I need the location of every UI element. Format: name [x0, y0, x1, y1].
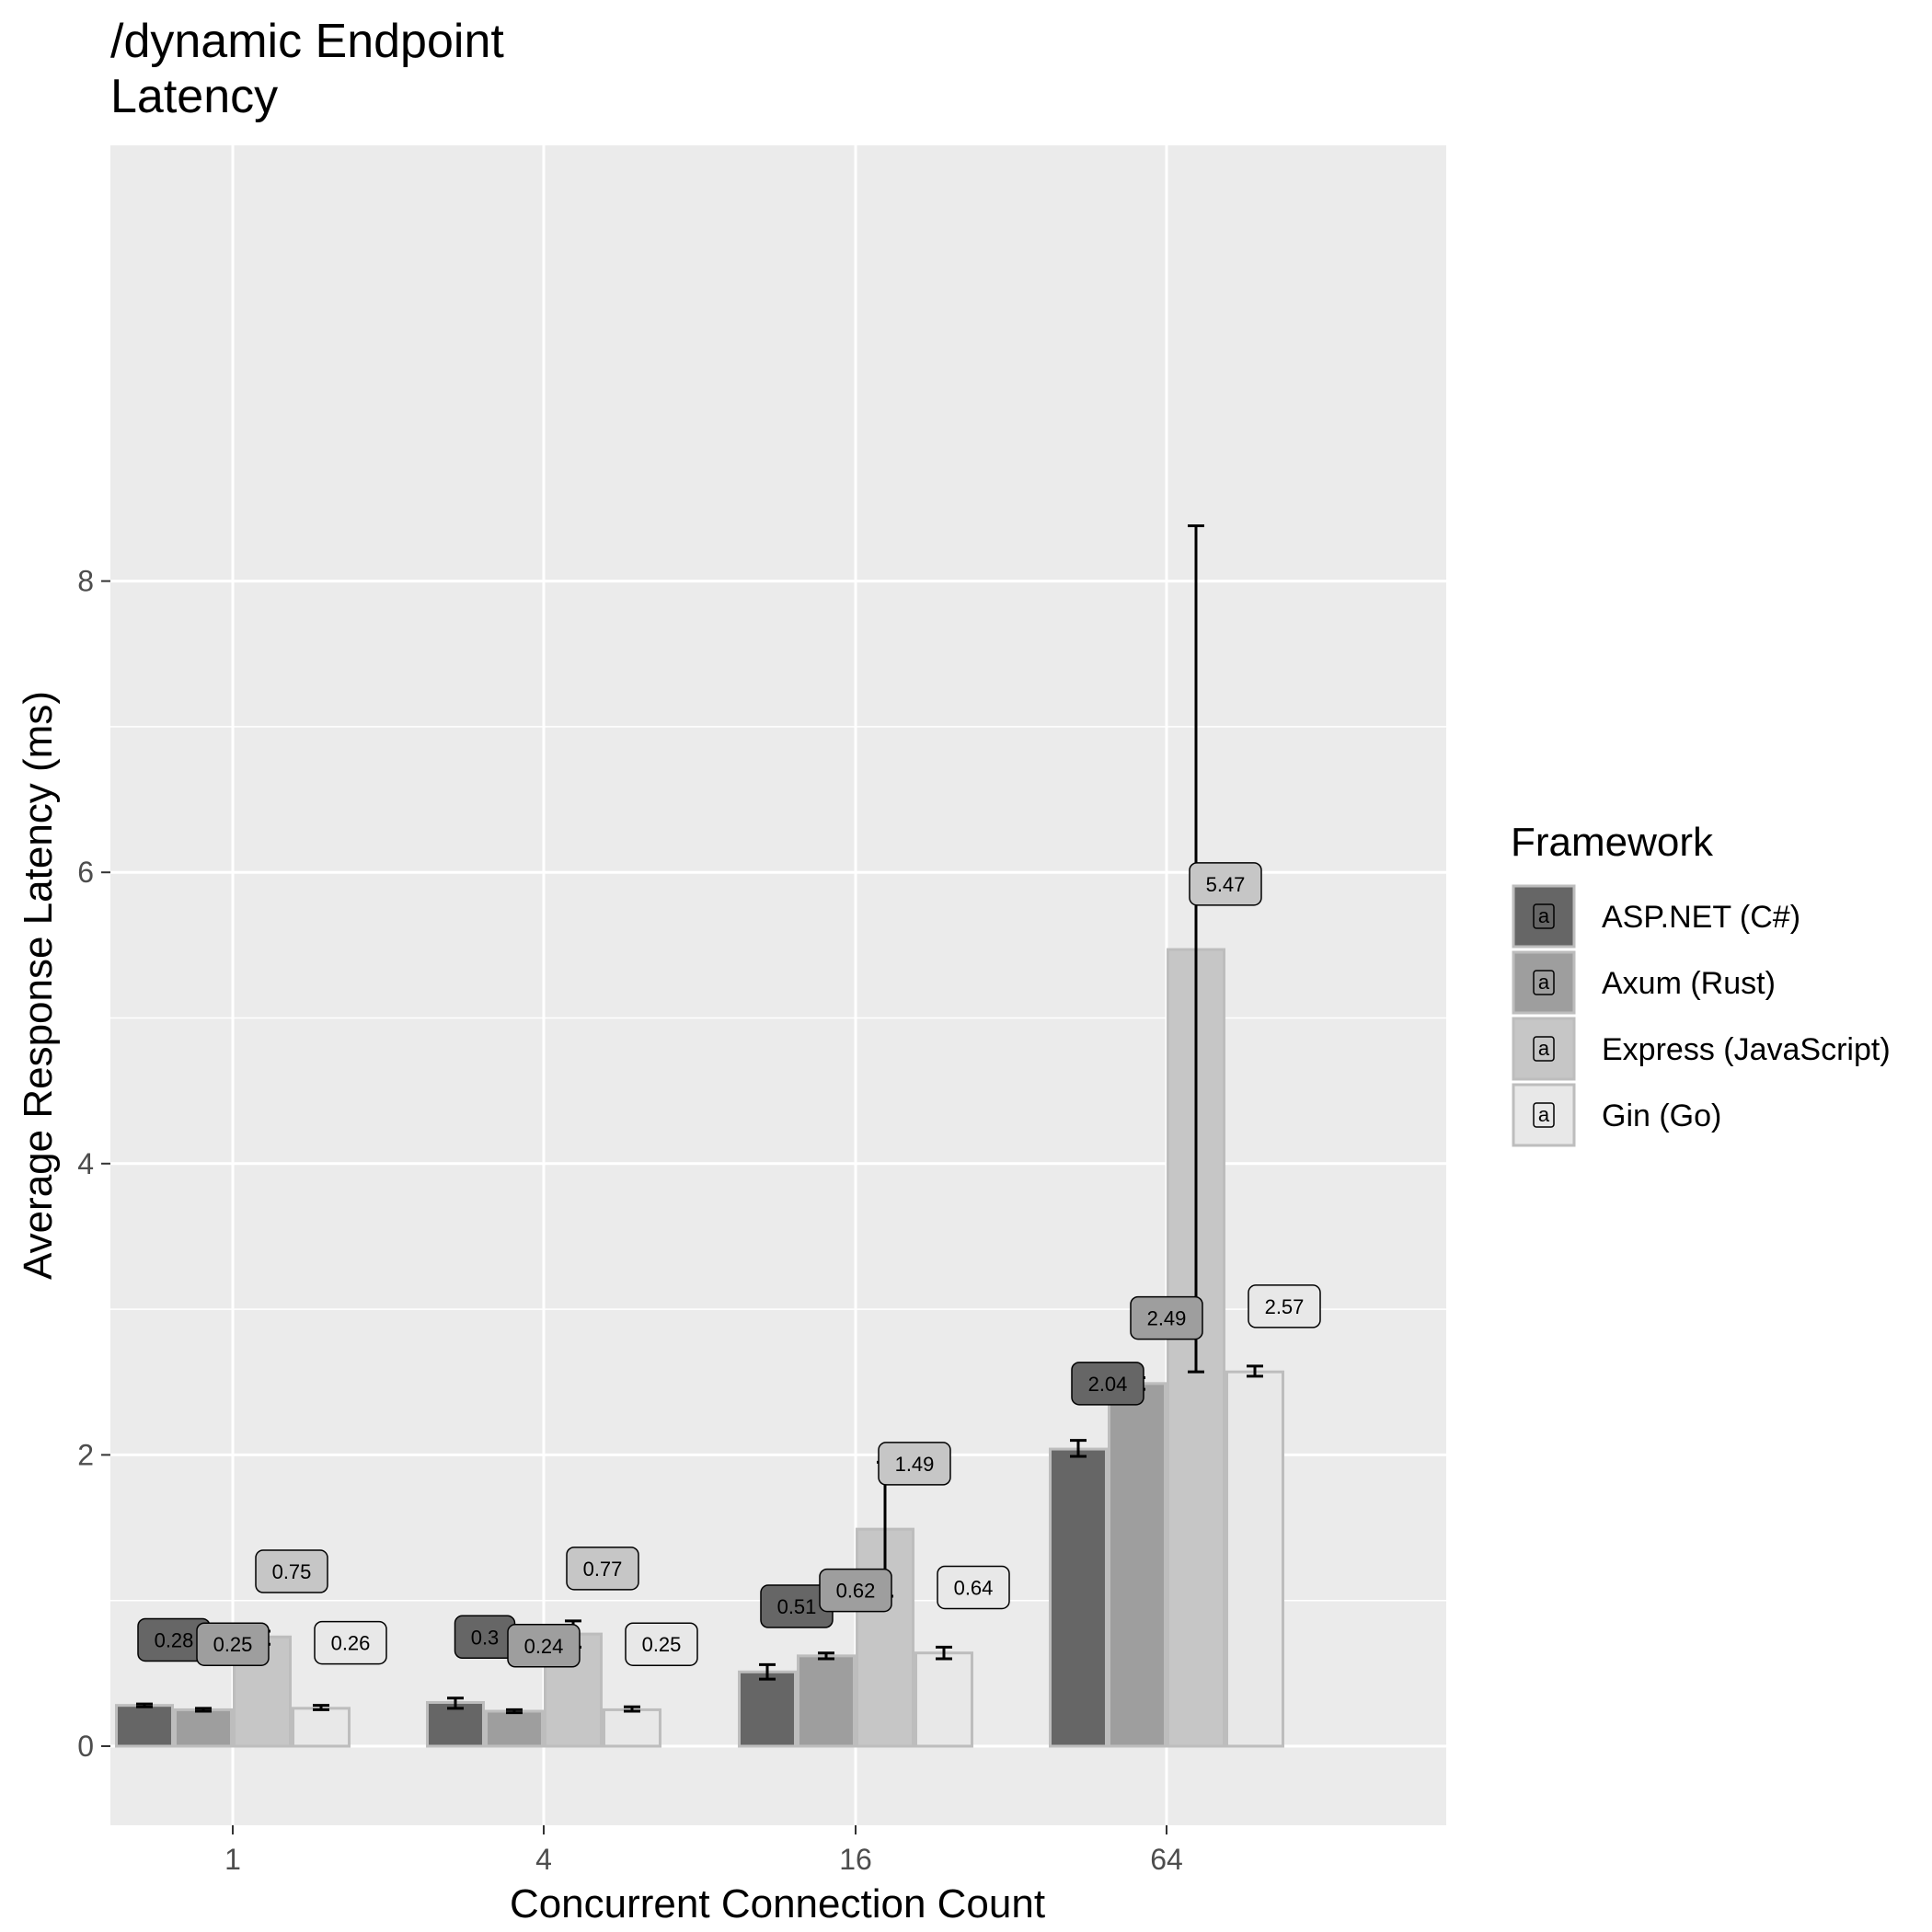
bar: [738, 1670, 797, 1748]
legend-key-glyph: a: [1538, 904, 1550, 927]
bar: [914, 1651, 973, 1748]
value-label-text: 0.25: [213, 1633, 253, 1656]
value-label-box: [1130, 1295, 1203, 1340]
bar: [1225, 1370, 1284, 1748]
legend-item: a Gin (Go): [1512, 1083, 1721, 1147]
bar: [292, 1707, 351, 1748]
value-label-box: [1189, 862, 1262, 906]
value-label: 0.64: [937, 1565, 1010, 1610]
value-label-box: [878, 1442, 951, 1486]
bar: [1049, 1447, 1108, 1748]
value-label-text: 0.25: [642, 1633, 682, 1656]
legend-label: Express (JavaScript): [1602, 1032, 1891, 1067]
y-tick-label: 0: [77, 1730, 94, 1763]
value-label-box: [937, 1565, 1010, 1610]
value-label: 0.51: [760, 1584, 834, 1628]
legend-key-glyph-box: [1533, 1036, 1555, 1062]
grid-lines: [110, 145, 1446, 1825]
legend-key-glyph-box: [1533, 970, 1555, 995]
value-label-text: 0.51: [777, 1595, 817, 1618]
error-bars: [136, 523, 1263, 1715]
x-tick-label: 16: [839, 1843, 872, 1876]
legend-key-glyph-box: [1533, 903, 1555, 929]
value-label-text: 5.47: [1206, 873, 1246, 896]
value-label-text: 2.04: [1088, 1373, 1128, 1396]
x-axis: 1 4 16 64: [224, 1825, 1183, 1876]
x-tick-label: 64: [1150, 1843, 1183, 1876]
value-label: 0.28: [137, 1617, 211, 1662]
value-label-box: [1071, 1362, 1144, 1406]
x-tick-label: 4: [535, 1843, 552, 1876]
value-label-text: 2.57: [1265, 1295, 1305, 1318]
value-label-text: 2.49: [1147, 1307, 1187, 1330]
value-label-text: 0.64: [954, 1576, 994, 1599]
bar: [485, 1709, 544, 1748]
value-label-text: 0.3: [471, 1626, 500, 1649]
value-label: 0.24: [507, 1624, 581, 1668]
value-label: 5.47: [1189, 862, 1262, 906]
value-label-box: [255, 1549, 328, 1593]
y-axis: 0 2 4 6 8: [77, 565, 110, 1763]
legend-label: ASP.NET (C#): [1602, 900, 1800, 935]
legend-title: Framework: [1511, 820, 1714, 865]
value-label-text: 0.26: [331, 1632, 371, 1655]
bar: [115, 1704, 174, 1748]
legend-item: a Axum (Rust): [1512, 950, 1776, 1015]
bar: [603, 1708, 661, 1748]
value-label-box: [507, 1624, 581, 1668]
legend-label: Axum (Rust): [1602, 966, 1776, 1001]
value-label-text: 0.28: [155, 1628, 194, 1651]
value-label: 0.75: [255, 1549, 328, 1593]
legend-key-glyph: a: [1538, 971, 1550, 994]
value-label-text: 0.24: [524, 1635, 564, 1658]
chart-title-line-2: Latency: [110, 70, 278, 123]
value-label-box: [196, 1622, 270, 1666]
legend-item: a Express (JavaScript): [1512, 1017, 1891, 1081]
value-label: 2.49: [1130, 1295, 1203, 1340]
legend-item: a ASP.NET (C#): [1512, 884, 1800, 949]
legend-key-glyph-box: [1533, 1102, 1555, 1128]
value-label-box: [819, 1568, 892, 1613]
value-label: 1.49: [878, 1442, 951, 1486]
y-axis-title: Average Response Latency (ms): [16, 691, 61, 1280]
value-label-text: 0.62: [836, 1580, 876, 1603]
value-label: 0.26: [314, 1620, 387, 1665]
value-label: 0.25: [625, 1622, 698, 1666]
y-tick-label: 4: [77, 1147, 94, 1180]
value-label: 0.25: [196, 1622, 270, 1666]
bar: [1108, 1382, 1167, 1748]
value-label: 0.3: [454, 1615, 516, 1660]
bar: [174, 1708, 233, 1748]
legend-label: Gin (Go): [1602, 1098, 1721, 1133]
value-label: 2.04: [1071, 1362, 1144, 1406]
value-label-text: 0.75: [272, 1560, 312, 1583]
y-tick-label: 6: [77, 856, 94, 889]
x-tick-label: 1: [224, 1843, 241, 1876]
legend-key-glyph: a: [1538, 1037, 1550, 1060]
value-label-box: [566, 1547, 639, 1591]
value-label-box: [1248, 1284, 1321, 1328]
value-label-box: [314, 1620, 387, 1665]
value-label: 0.77: [566, 1547, 639, 1591]
y-tick-label: 8: [77, 565, 94, 598]
value-label-text: 1.49: [895, 1453, 935, 1476]
bar: [797, 1654, 856, 1748]
value-label-box: [625, 1622, 698, 1666]
value-label: 0.62: [819, 1568, 892, 1613]
legend: a ASP.NET (C#) a Axum (Rust) a Express (JavaS…: [1512, 884, 1891, 1147]
value-labels: 0.28 0.3 0.51 2.04 0.25 0.24 0.62 2.49 0.75 0.77 1…: [137, 862, 1321, 1668]
chart-title-line-1: /dynamic Endpoint: [110, 15, 504, 68]
y-tick-label: 2: [77, 1438, 94, 1471]
legend-key-glyph: a: [1538, 1103, 1550, 1126]
x-axis-title: Concurrent Connection Count: [510, 1881, 1045, 1926]
value-label: 2.57: [1248, 1284, 1321, 1328]
value-label-text: 0.77: [583, 1558, 623, 1581]
